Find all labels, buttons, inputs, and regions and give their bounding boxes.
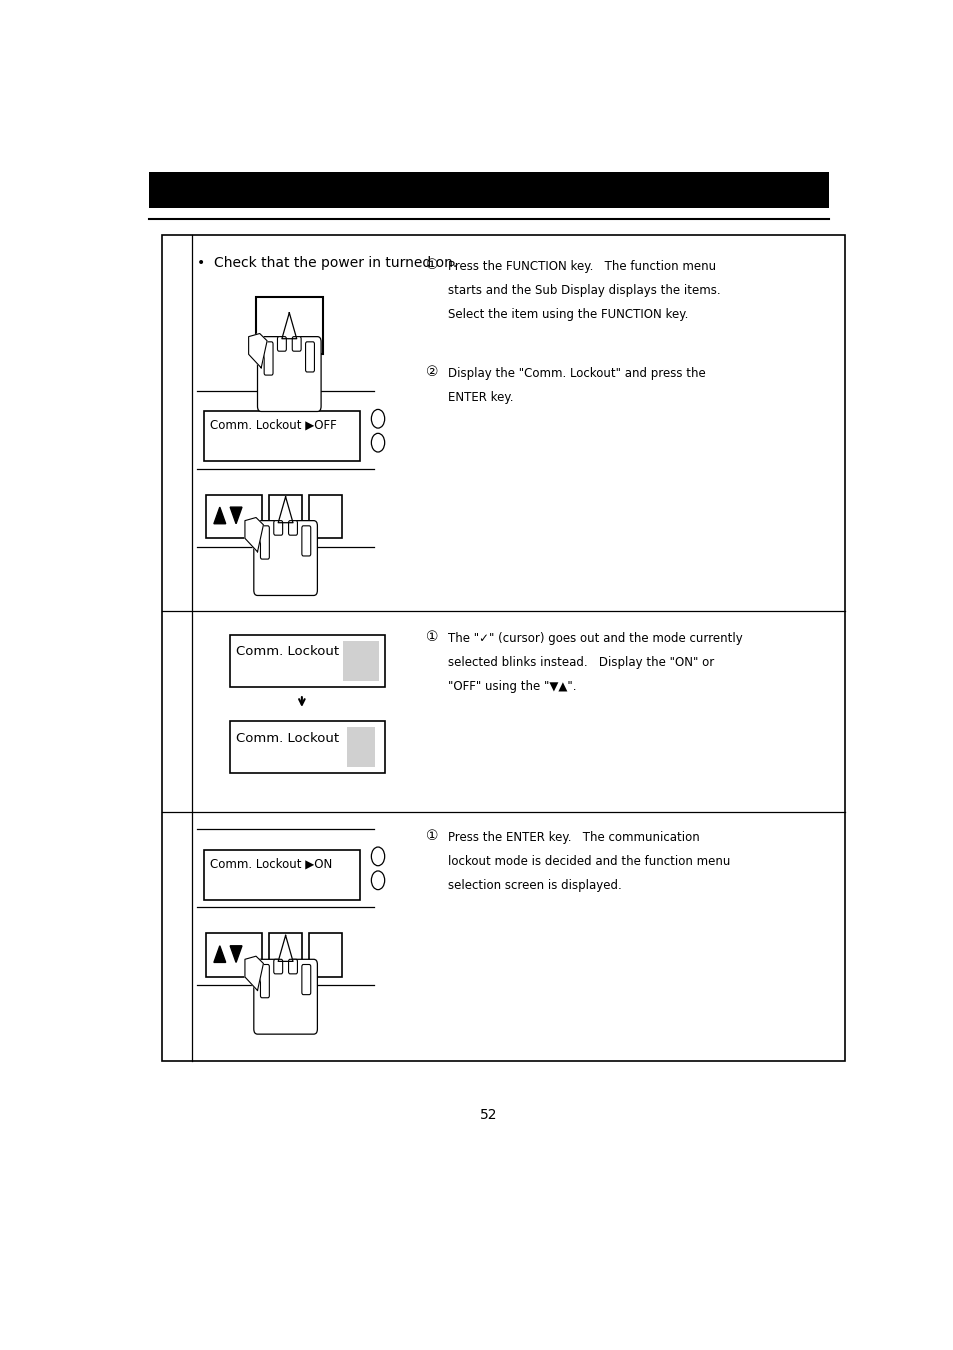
Text: ON: ON [350,732,372,745]
Text: Press the FUNCTION key.   The function menu: Press the FUNCTION key. The function men… [448,259,716,273]
Text: Display the "Comm. Lockout" and press the: Display the "Comm. Lockout" and press th… [448,367,705,379]
Bar [269,933,301,977]
Bar [206,494,262,539]
Text: The "✓" (cursor) goes out and the mode currently: The "✓" (cursor) goes out and the mode c… [448,632,742,645]
Text: ②: ② [426,364,438,379]
Text: "OFF" using the "▼▲".: "OFF" using the "▼▲". [448,679,577,693]
Text: starts and the Sub Display displays the items.: starts and the Sub Display displays the … [448,284,720,297]
FancyBboxPatch shape [277,336,286,351]
FancyBboxPatch shape [292,336,301,351]
Text: ①: ① [426,258,438,271]
FancyBboxPatch shape [260,964,269,998]
Bar [204,850,359,900]
FancyBboxPatch shape [253,521,317,595]
Text: 52: 52 [479,1108,497,1122]
Text: OFF: OFF [346,645,375,659]
Text: •  Check that the power in turned on.: • Check that the power in turned on. [196,255,456,270]
Text: Press the ENTER key.   The communication: Press the ENTER key. The communication [448,832,700,845]
FancyBboxPatch shape [257,336,321,412]
FancyBboxPatch shape [264,342,273,375]
Bar [230,721,385,774]
FancyBboxPatch shape [305,342,314,373]
Polygon shape [230,946,242,963]
Bar [206,933,262,977]
Polygon shape [245,517,263,552]
Polygon shape [213,508,226,524]
FancyBboxPatch shape [274,521,282,535]
Text: Comm. Lockout: Comm. Lockout [235,645,339,659]
FancyBboxPatch shape [301,964,311,995]
Text: ①: ① [426,829,438,844]
Bar [309,933,341,977]
Bar [230,634,385,687]
Text: Comm. Lockout ▶OFF: Comm. Lockout ▶OFF [210,418,336,432]
Text: Select the item using the FUNCTION key.: Select the item using the FUNCTION key. [448,308,688,320]
Polygon shape [281,313,296,339]
FancyBboxPatch shape [274,960,282,973]
Bar [269,494,301,539]
Text: selected blinks instead.   Display the "ON" or: selected blinks instead. Display the "ON… [448,656,714,668]
Polygon shape [213,946,226,963]
Bar [255,297,322,354]
Bar [347,728,375,767]
Polygon shape [245,956,263,991]
FancyBboxPatch shape [288,521,297,535]
Polygon shape [278,497,293,522]
Polygon shape [249,333,267,367]
Bar [162,235,844,1061]
FancyBboxPatch shape [260,525,269,559]
Bar [343,641,378,680]
Text: Comm. Lockout ▶ON: Comm. Lockout ▶ON [210,857,332,871]
FancyBboxPatch shape [301,525,311,556]
FancyBboxPatch shape [288,960,297,973]
Bar [309,494,341,539]
Text: lockout mode is decided and the function menu: lockout mode is decided and the function… [448,856,730,868]
Text: Comm. Lockout: Comm. Lockout [235,732,339,745]
Polygon shape [230,508,242,524]
Bar [149,173,828,208]
Bar [204,412,359,462]
Text: selection screen is displayed.: selection screen is displayed. [448,879,621,892]
Text: ①: ① [426,629,438,644]
FancyBboxPatch shape [253,960,317,1034]
Text: ENTER key.: ENTER key. [448,390,514,404]
Polygon shape [278,936,293,961]
